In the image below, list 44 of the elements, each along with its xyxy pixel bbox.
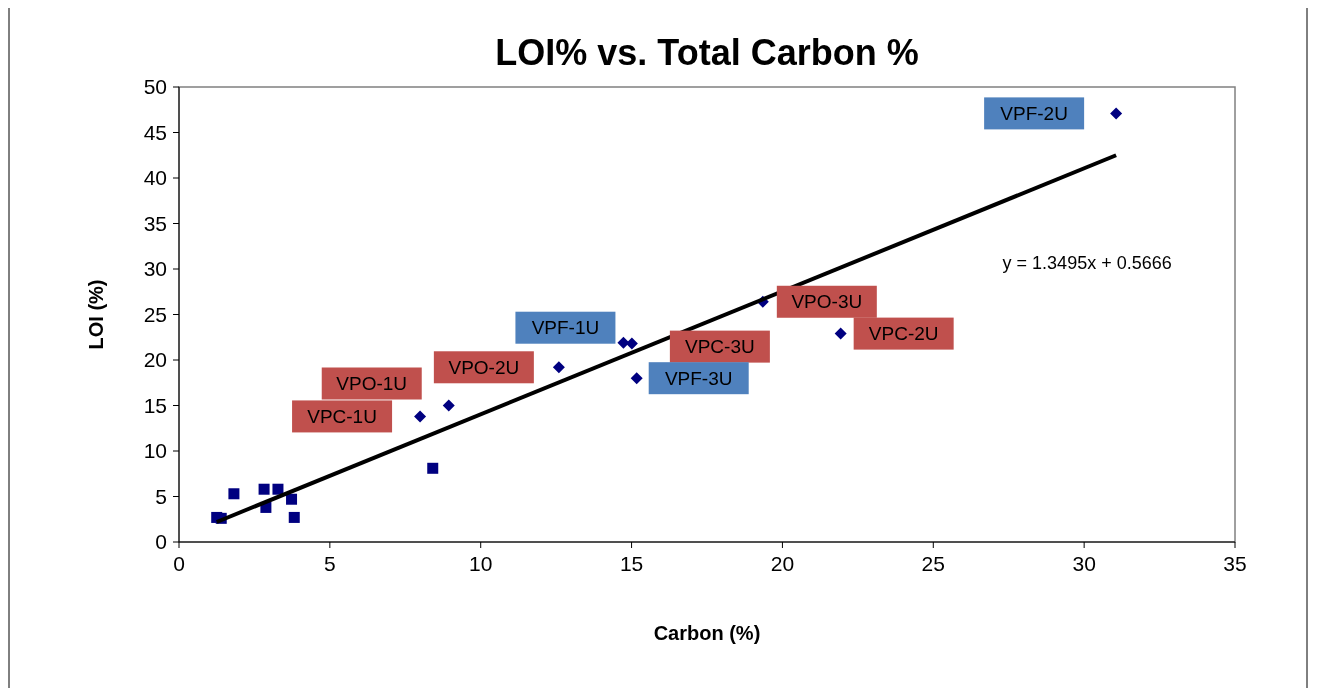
annotation: VPF-2U [1000,103,1068,125]
x-tick-label: 25 [921,552,945,575]
y-tick-label: 30 [143,257,167,281]
y-tick-label: 35 [143,211,167,235]
point [286,493,298,505]
x-axis-title: Carbon (%) [653,622,761,644]
point [414,410,427,423]
point [834,327,847,340]
annotation: VPC-3U [685,336,755,358]
y-tick-label: 10 [143,439,167,463]
x-tick-label: 35 [1223,552,1247,575]
point [552,361,565,374]
annotation: VPO-1U [336,373,408,395]
y-tick-label: 25 [143,302,167,326]
y-tick-label: 50 [143,75,167,99]
point [288,511,300,523]
annotation: y = 1.3495x + 0.5666 [1002,253,1172,273]
y-tick-label: 20 [143,348,167,372]
y-tick-label: 5 [155,484,167,508]
point [427,462,439,474]
annotation: VPF-1U [531,317,600,339]
y-tick-label: 0 [155,530,167,554]
x-tick-label: 5 [324,552,336,575]
annotation: VPC-1U [307,406,377,428]
annotation: VPF-3U [664,367,733,389]
point [228,488,240,500]
x-tick-label: 15 [619,552,644,575]
point [630,372,643,385]
y-tick-label: 15 [143,393,167,417]
y-tick-label: 40 [143,166,167,190]
annotation: VPC-2U [868,323,939,345]
point [442,399,455,412]
x-tick-label: 0 [173,552,185,575]
annotation: VPO-2U [448,356,520,378]
x-tick-label: 10 [469,552,493,575]
annotation: VPO-3U [791,291,863,313]
point [1110,107,1123,120]
chart-title: LOI% vs. Total Carbon % [495,32,919,73]
x-tick-label: 30 [1072,552,1096,575]
point [272,483,284,495]
y-axis-title: LOI (%) [85,279,107,350]
y-tick-label: 45 [143,120,167,144]
point [258,483,270,495]
x-tick-label: 20 [770,552,795,575]
